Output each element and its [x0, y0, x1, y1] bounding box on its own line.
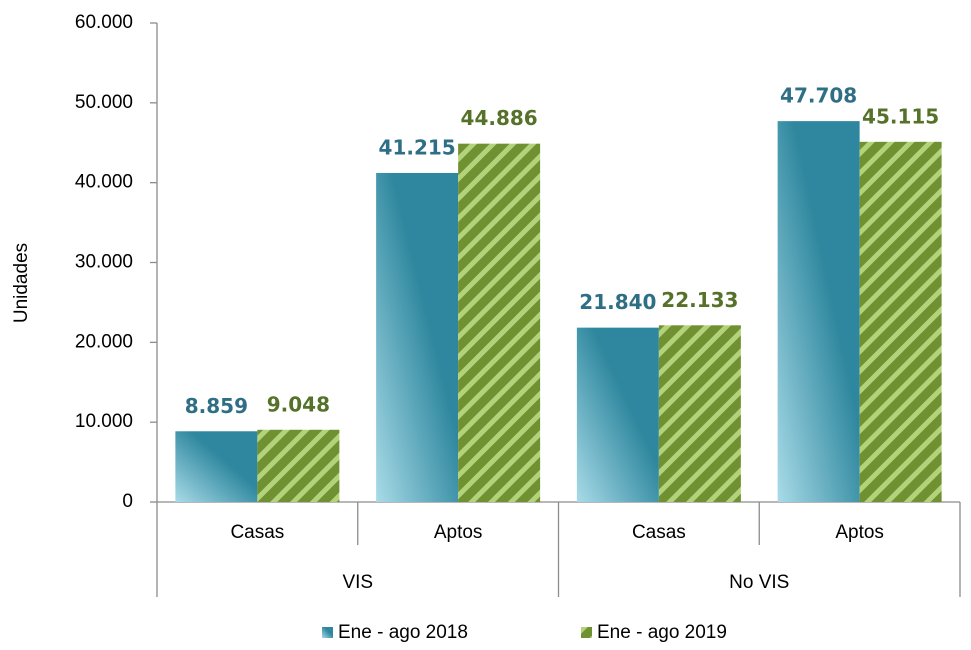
- value-label: 9.048: [267, 392, 330, 416]
- value-label: 41.215: [379, 135, 456, 159]
- value-label: 47.708: [780, 84, 857, 108]
- bar: [859, 141, 942, 502]
- legend-label: Ene - ago 2018: [338, 622, 468, 643]
- legend-swatch: [581, 627, 592, 638]
- x-tick-label: Aptos: [434, 522, 483, 543]
- bar: [576, 327, 659, 502]
- bar: [777, 121, 860, 502]
- value-label: 21.840: [579, 290, 656, 314]
- y-tick-label: 20.000: [75, 331, 133, 352]
- x-tick-label: Aptos: [835, 522, 884, 543]
- y-tick-label: 40.000: [75, 172, 133, 193]
- x-tick-label: Casas: [230, 522, 284, 543]
- legend-label: Ene - ago 2019: [597, 622, 727, 643]
- value-label: 45.115: [862, 104, 939, 128]
- x-tick-label: Casas: [632, 522, 686, 543]
- y-axis-label: Unidades: [11, 243, 32, 323]
- bar: [175, 431, 258, 502]
- legend-swatch: [322, 627, 333, 638]
- y-tick-label: 50.000: [75, 92, 133, 113]
- value-label: 22.133: [661, 288, 738, 312]
- y-tick-label: 60.000: [75, 12, 133, 33]
- group-label: VIS: [342, 572, 373, 593]
- bar: [658, 325, 741, 502]
- bar: [257, 429, 340, 502]
- group-label: No VIS: [729, 572, 789, 593]
- value-label: 44.886: [461, 106, 538, 130]
- value-label: 8.859: [185, 394, 248, 418]
- bar: [458, 143, 541, 502]
- y-tick-label: 0: [122, 491, 133, 512]
- y-tick-label: 30.000: [75, 252, 133, 273]
- bar: [376, 172, 459, 502]
- y-tick-label: 10.000: [75, 411, 133, 432]
